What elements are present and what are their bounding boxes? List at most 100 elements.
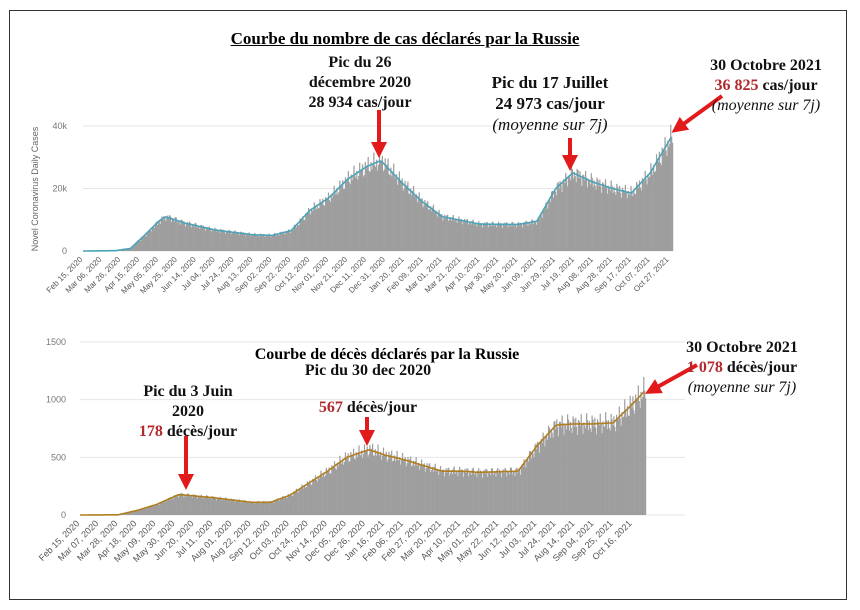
cases-bar [415, 194, 418, 251]
cases-bar [266, 234, 268, 251]
cases-bar [306, 214, 308, 251]
deaths-bar [568, 430, 571, 515]
cases-bar [393, 163, 395, 251]
deaths-bar [389, 457, 391, 515]
deaths-bar [560, 427, 562, 515]
cases-bar [208, 226, 210, 251]
deaths-bar [199, 497, 201, 515]
deaths-bar [357, 453, 359, 515]
deaths-bar [628, 415, 630, 515]
cases-bar [401, 178, 403, 251]
cases-bar [352, 176, 354, 251]
deaths-bar [425, 468, 427, 515]
cases-bar [320, 202, 322, 251]
cases-bar [594, 185, 596, 251]
cases-bar [658, 151, 661, 251]
deaths-bar [172, 499, 174, 515]
deaths-bar [624, 399, 626, 515]
deaths-bar [376, 451, 378, 515]
cases-bar [374, 165, 376, 251]
deaths-bar [596, 434, 598, 515]
cases-bar [130, 248, 132, 251]
deaths-bar [641, 399, 643, 515]
deaths-bar [216, 497, 219, 515]
cases-bar [161, 216, 163, 251]
cases-bar [470, 224, 472, 251]
deaths-bar [162, 500, 164, 515]
deaths-bar [542, 432, 544, 515]
deaths-bar [536, 449, 538, 515]
deaths-bar [410, 456, 412, 515]
cases-bar [172, 218, 175, 251]
deaths-bar [207, 498, 210, 515]
deaths-bar [287, 494, 289, 515]
deaths-bar [493, 471, 495, 515]
deaths-bar [412, 460, 415, 515]
deaths-bar [143, 507, 145, 515]
deaths-bar [256, 502, 259, 515]
cases-bar [168, 218, 170, 251]
deaths-bar [571, 432, 573, 515]
cases-bar [246, 233, 248, 251]
cases-peak1-line1: Pic du 26 [328, 54, 392, 71]
deaths-bar [284, 498, 286, 515]
deaths-bar [205, 498, 207, 515]
deaths-bar [403, 458, 405, 515]
cases-bar [365, 168, 367, 251]
deaths-bar [438, 475, 440, 515]
deaths-bar [217, 497, 220, 515]
cases-bar [149, 229, 151, 251]
cases-bar [159, 224, 161, 251]
deaths-bar [220, 498, 222, 515]
cases-bar [497, 223, 499, 251]
cases-bar [327, 192, 330, 251]
deaths-bar [483, 469, 485, 515]
cases-bar [631, 191, 633, 251]
cases-bar [375, 166, 377, 251]
deaths-bar [501, 471, 503, 515]
cases-bar [400, 180, 402, 251]
deaths-bar [411, 464, 414, 515]
cases-bar [384, 158, 386, 251]
cases-bar [123, 249, 125, 251]
deaths-bar [427, 468, 429, 515]
cases-bar [475, 222, 477, 251]
cases-bar [235, 231, 237, 251]
cases-bar [491, 222, 493, 251]
deaths-bar [567, 414, 569, 515]
deaths-bar [487, 476, 489, 515]
cases-bar [623, 192, 626, 251]
cases-bar [438, 209, 440, 251]
cases-bar [284, 234, 286, 251]
deaths-bar [365, 450, 367, 515]
cases-bar [216, 231, 218, 251]
deaths-bar [611, 419, 613, 515]
deaths-bar [462, 476, 464, 515]
deaths-bar [164, 502, 166, 515]
deaths-bar [600, 424, 602, 515]
cases-bar [412, 190, 414, 251]
deaths-bar [346, 457, 348, 515]
deaths-bar [491, 468, 493, 515]
deaths-bar [240, 502, 242, 515]
cases-bar [573, 171, 575, 251]
cases-bar [619, 185, 621, 251]
deaths-bar [245, 500, 247, 515]
cases-bar [385, 167, 387, 251]
cases-bar [542, 210, 544, 251]
cases-bar [671, 136, 673, 251]
cases-bar [620, 197, 623, 251]
cases-bar [204, 227, 206, 251]
cases-bar [399, 181, 401, 251]
deaths-bar [522, 466, 524, 515]
deaths-bar [621, 412, 623, 515]
cases-bar [377, 170, 379, 251]
deaths-bar [619, 418, 621, 515]
cases-bar [191, 224, 193, 251]
cases-bar [358, 175, 360, 251]
cases-bar [567, 186, 569, 251]
cases-bar [411, 195, 413, 251]
cases-bar [544, 209, 546, 251]
deaths-bar [453, 466, 455, 515]
deaths-bar [323, 476, 326, 515]
